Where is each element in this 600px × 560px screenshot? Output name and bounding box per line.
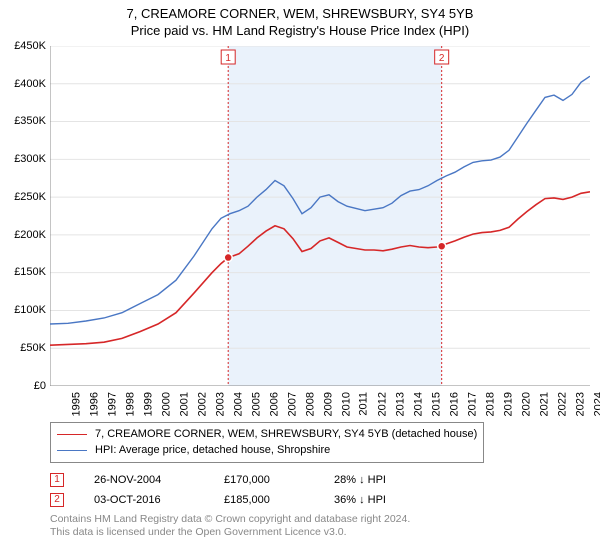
x-axis-label: 2020 [520, 392, 532, 416]
marker-delta: 36% ↓ HPI [334, 494, 386, 506]
y-axis-label: £100K [14, 304, 46, 316]
marker-delta: 28% ↓ HPI [334, 474, 386, 486]
x-axis-label: 1996 [88, 392, 100, 416]
x-axis-label: 2010 [340, 392, 352, 416]
x-axis-label: 2022 [556, 392, 568, 416]
chart-svg: 12 [50, 46, 590, 386]
marker-date: 03-OCT-2016 [94, 494, 194, 506]
y-axis-label: £0 [34, 380, 46, 392]
footer-attribution: Contains HM Land Registry data © Crown c… [50, 513, 590, 540]
x-axis-label: 2008 [304, 392, 316, 416]
x-axis-label: 2002 [196, 392, 208, 416]
x-axis-label: 2012 [376, 392, 388, 416]
legend-swatch [57, 450, 87, 451]
x-axis-label: 1997 [106, 392, 118, 416]
marker-number-box: 2 [50, 493, 64, 507]
marker-table: 1 26-NOV-2004 £170,000 28% ↓ HPI 2 03-OCT-201… [50, 473, 590, 507]
legend-swatch [57, 434, 87, 435]
marker-date: 26-NOV-2004 [94, 474, 194, 486]
x-axis-label: 2017 [466, 392, 478, 416]
x-axis-label: 2000 [160, 392, 172, 416]
x-axis-label: 2007 [286, 392, 298, 416]
y-axis-label: £300K [14, 153, 46, 165]
svg-text:1: 1 [225, 53, 231, 64]
x-axis-label: 2006 [268, 392, 280, 416]
x-axis-label: 2021 [538, 392, 550, 416]
x-axis-label: 2014 [412, 392, 424, 416]
x-axis-label: 2005 [250, 392, 262, 416]
x-axis-label: 2011 [358, 392, 370, 416]
x-axis-label: 1999 [142, 392, 154, 416]
legend-row: 7, CREAMORE CORNER, WEM, SHREWSBURY, SY4… [57, 426, 477, 443]
legend-row: HPI: Average price, detached house, Shro… [57, 442, 477, 459]
footer-line: Contains HM Land Registry data © Crown c… [50, 513, 590, 527]
marker-price: £170,000 [224, 474, 304, 486]
y-axis-label: £150K [14, 266, 46, 278]
footer-line: This data is licensed under the Open Gov… [50, 526, 590, 540]
chart-area: £0 £50K £100K £150K £200K £250K £300K £350K £400… [10, 46, 590, 416]
x-axis-label: 2013 [394, 392, 406, 416]
y-axis-label: £250K [14, 191, 46, 203]
x-axis-label: 2015 [430, 392, 442, 416]
x-axis-label: 2004 [232, 392, 244, 416]
marker-row: 2 03-OCT-2016 £185,000 36% ↓ HPI [50, 493, 590, 507]
marker-price: £185,000 [224, 494, 304, 506]
x-axis-label: 1995 [70, 392, 82, 416]
x-axis-label: 2001 [178, 392, 190, 416]
x-axis-label: 2016 [448, 392, 460, 416]
y-axis-label: £50K [20, 342, 46, 354]
x-axis-label: 2009 [322, 392, 334, 416]
legend-box: 7, CREAMORE CORNER, WEM, SHREWSBURY, SY4… [50, 422, 484, 463]
x-axis-label: 2003 [214, 392, 226, 416]
x-axis-label: 2019 [502, 392, 514, 416]
svg-text:2: 2 [439, 53, 445, 64]
x-axis-label: 2024 [592, 392, 600, 416]
chart-subtitle: Price paid vs. HM Land Registry's House … [10, 23, 590, 40]
x-axis-label: 1998 [124, 392, 136, 416]
x-axis-label: 2018 [484, 392, 496, 416]
x-axis-label: 2023 [574, 392, 586, 416]
legend-label: HPI: Average price, detached house, Shro… [95, 442, 330, 459]
marker-row: 1 26-NOV-2004 £170,000 28% ↓ HPI [50, 473, 590, 487]
y-axis-label: £450K [14, 40, 46, 52]
chart-title: 7, CREAMORE CORNER, WEM, SHREWSBURY, SY4… [10, 6, 590, 23]
marker-number-box: 1 [50, 473, 64, 487]
y-axis-label: £350K [14, 115, 46, 127]
y-axis-label: £400K [14, 78, 46, 90]
y-axis-label: £200K [14, 229, 46, 241]
legend-label: 7, CREAMORE CORNER, WEM, SHREWSBURY, SY4… [95, 426, 477, 443]
